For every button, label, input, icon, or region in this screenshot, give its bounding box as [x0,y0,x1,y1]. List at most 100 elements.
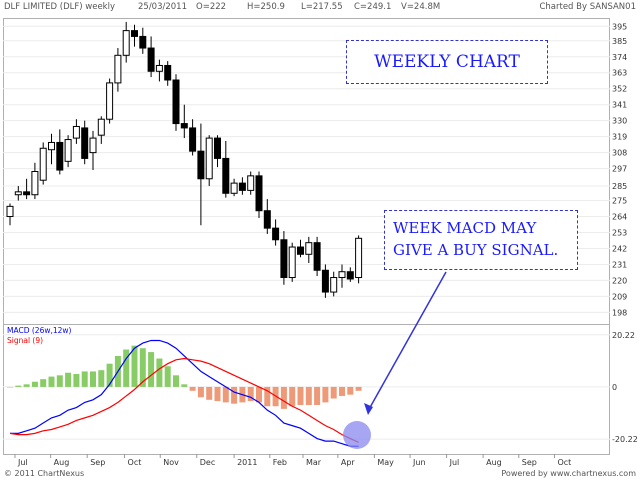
histogram-bar [23,384,30,387]
macd-line [10,339,359,447]
x-tick-label: May [377,458,394,467]
histogram-bar [81,371,88,387]
candle-down [313,242,321,271]
chart-low: L=217.55 [301,2,343,12]
macd-note: WEEK MACD MAY GIVE A BUY SIGNAL. [384,210,578,270]
candle-down [255,175,263,212]
candle-up [64,139,72,162]
candle-up [6,205,14,218]
candle-down [214,137,221,159]
candle-down [139,35,147,49]
histogram-bar [90,371,96,387]
candle-down [280,239,288,279]
candle-down [172,79,180,125]
candle-down [222,157,230,194]
chart-volume: V=24.8M [401,2,440,12]
price-y-tick: 297 [612,165,627,174]
candle-up [14,191,22,196]
x-tick-label: Oct [128,458,142,467]
price-y-tick: 374 [612,53,627,62]
annotation-arrow [367,271,447,412]
chart-close: C=249.1 [354,2,391,12]
histogram-bar [339,386,345,396]
chart-symbol: DLF LIMITED (DLF) weekly [4,2,115,12]
price-y-tick: 264 [612,213,627,222]
x-tick-label: Dec [200,458,215,467]
histogram-bar [181,384,188,387]
histogram-bar [15,385,22,387]
macd-legend: MACD (26w,12w) [7,326,72,335]
macd-note-line1: WEEK MACD MAY [393,219,537,237]
price-y-tick: 341 [612,101,627,110]
histogram-bar [131,345,138,387]
candle-up [230,182,238,194]
candle-down [164,64,172,81]
chart-high: H=250.9 [247,2,285,12]
histogram-bar [280,386,287,409]
price-y-tick: 242 [612,244,627,253]
histogram-bar [7,386,13,388]
histogram-bar [247,386,254,402]
histogram-bar [197,386,204,398]
candle-up [106,82,114,120]
chart-date: 25/03/2011 [138,2,187,12]
macd-y-tick: -20.22 [612,435,638,444]
annotation-arrowhead [364,403,373,415]
histogram-bar [305,386,312,405]
chart-credit: Charted By SANSAN01 [539,2,636,12]
candle-up [305,242,313,255]
histogram-bar [40,379,47,387]
candle-down [272,227,280,241]
histogram-bar [98,370,105,387]
macd-lines [9,339,359,447]
candle-up [97,118,105,136]
buy-signal-highlight [343,421,371,449]
x-tick-label: Aug [486,458,502,467]
price-y-tick: 285 [612,182,627,191]
candle-up [330,277,338,293]
histogram-bar [148,352,155,387]
histogram-bar [206,386,213,400]
x-tick-label: Aug [54,458,70,467]
price-y-tick: 253 [612,229,627,238]
chart-open: O=222 [196,2,226,12]
price-y-tick: 395 [612,22,627,31]
x-tick-label: Jul [17,458,28,467]
macd-y-ticks: 20.22 0 -20.22 [3,331,638,444]
candle-up [39,147,47,181]
histogram-bar [264,386,271,407]
candle-up [72,125,80,139]
histogram-bar [31,381,38,387]
macd-histogram [7,345,362,409]
x-tick-label: Jun [412,458,426,467]
histogram-bar [189,386,196,391]
histogram-bar [314,386,321,405]
candle-up [247,175,255,191]
candle-up [122,30,130,56]
price-y-tick: 319 [612,133,627,142]
histogram-bar [330,386,337,399]
price-y-tick: 363 [612,69,627,78]
x-tick-label: Sep [90,458,105,467]
candlesticks [6,21,363,298]
histogram-bar [222,386,229,403]
candle-up [155,64,163,72]
candle-down [189,127,197,152]
x-tick-label: Feb [273,458,287,467]
histogram-bar [231,386,238,404]
histogram-bar [347,386,354,395]
macd-y-tick: 20.22 [612,331,635,340]
price-y-tick: 231 [612,260,627,269]
histogram-bar [56,375,63,387]
candle-down [297,246,304,255]
candle-down [23,191,31,196]
histogram-bar [73,374,80,387]
price-y-tick: 385 [612,37,627,46]
x-tick-label: Oct [557,458,571,467]
candle-down [131,30,138,37]
signal-legend: Signal (9) [7,336,43,345]
histogram-bar [322,386,329,403]
histogram-bar [139,348,146,387]
price-y-tick: 352 [612,85,627,94]
